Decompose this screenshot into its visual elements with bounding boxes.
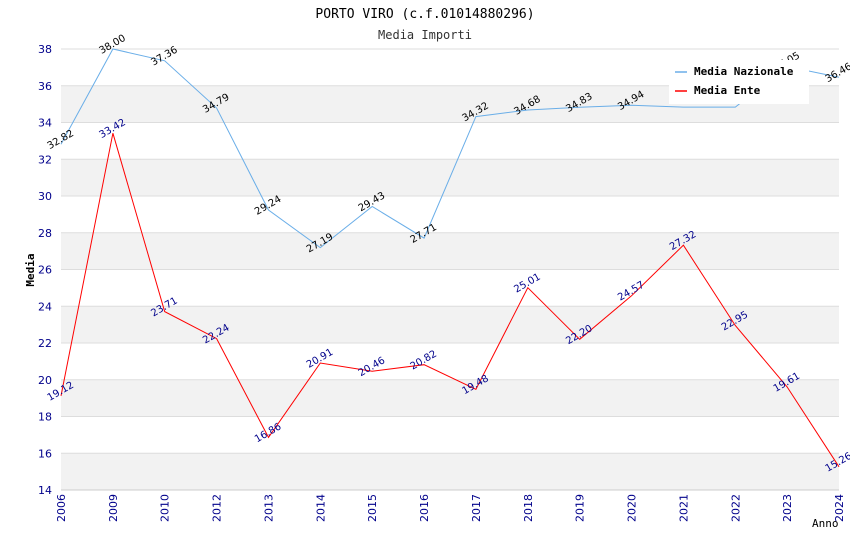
y-tick-label: 26 xyxy=(38,264,52,277)
x-tick-label: 2020 xyxy=(626,494,639,522)
band-16-18 xyxy=(61,416,839,454)
legend-box xyxy=(669,60,809,104)
series-line-media-nazionale xyxy=(60,48,840,249)
x-tick-label: 2023 xyxy=(781,494,794,522)
x-tick-label: 2018 xyxy=(522,494,535,522)
y-tick-label: 28 xyxy=(38,227,52,240)
legend-label-media-nazionale: Media Nazionale xyxy=(694,65,794,78)
y-tick-label: 38 xyxy=(38,43,52,56)
x-tick-label: 2016 xyxy=(418,494,431,522)
y-tick-label: 20 xyxy=(38,374,52,387)
chart-subtitle: Media Importi xyxy=(378,28,472,42)
band-28-30 xyxy=(61,196,839,233)
x-axis-label: Anno xyxy=(812,517,839,530)
series-line-media-ente xyxy=(60,133,840,468)
x-tick-label: 2010 xyxy=(159,494,172,522)
y-tick-label: 14 xyxy=(38,484,52,497)
series-lines xyxy=(60,48,840,468)
x-tick-label: 2019 xyxy=(574,494,587,522)
x-tick-label: 2009 xyxy=(107,494,120,522)
x-tick-label: 2024 xyxy=(833,494,846,522)
y-axis-label: Media xyxy=(24,253,37,286)
band-20-22 xyxy=(61,343,839,380)
band-24-26 xyxy=(61,269,839,307)
band-32-34 xyxy=(61,122,839,160)
x-tick-label: 2017 xyxy=(470,494,483,522)
y-tick-label: 24 xyxy=(38,300,52,313)
x-axis-ticks: 2006 2009 2010 2012 2013 2014 2015 2016 2017 2018… xyxy=(55,494,846,522)
x-tick-label: 2022 xyxy=(729,494,742,522)
y-tick-label: 16 xyxy=(38,447,52,460)
y-tick-label: 22 xyxy=(38,337,52,350)
x-tick-label: 2014 xyxy=(314,494,327,522)
chart-title: PORTO VIRO (c.f.01014880296) xyxy=(315,7,534,22)
x-tick-label: 2013 xyxy=(262,494,275,522)
y-axis-ticks: 14 16 18 20 22 24 26 28 30 32 34 36 38 xyxy=(38,43,52,497)
band-14-16 xyxy=(61,453,839,490)
legend-label-media-ente: Media Ente xyxy=(694,84,761,97)
x-tick-label: 2015 xyxy=(366,494,379,522)
y-tick-label: 30 xyxy=(38,190,52,203)
y-tick-label: 32 xyxy=(38,153,52,166)
x-tick-label: 2006 xyxy=(55,494,68,522)
y-tick-label: 18 xyxy=(38,411,52,424)
band-18-20 xyxy=(61,379,839,417)
x-tick-label: 2021 xyxy=(677,494,690,522)
band-26-28 xyxy=(61,232,839,270)
legend: Media Nazionale Media Ente xyxy=(669,60,809,104)
y-tick-label: 34 xyxy=(38,117,52,130)
y-tick-label: 36 xyxy=(38,80,52,93)
x-tick-label: 2012 xyxy=(211,494,224,522)
